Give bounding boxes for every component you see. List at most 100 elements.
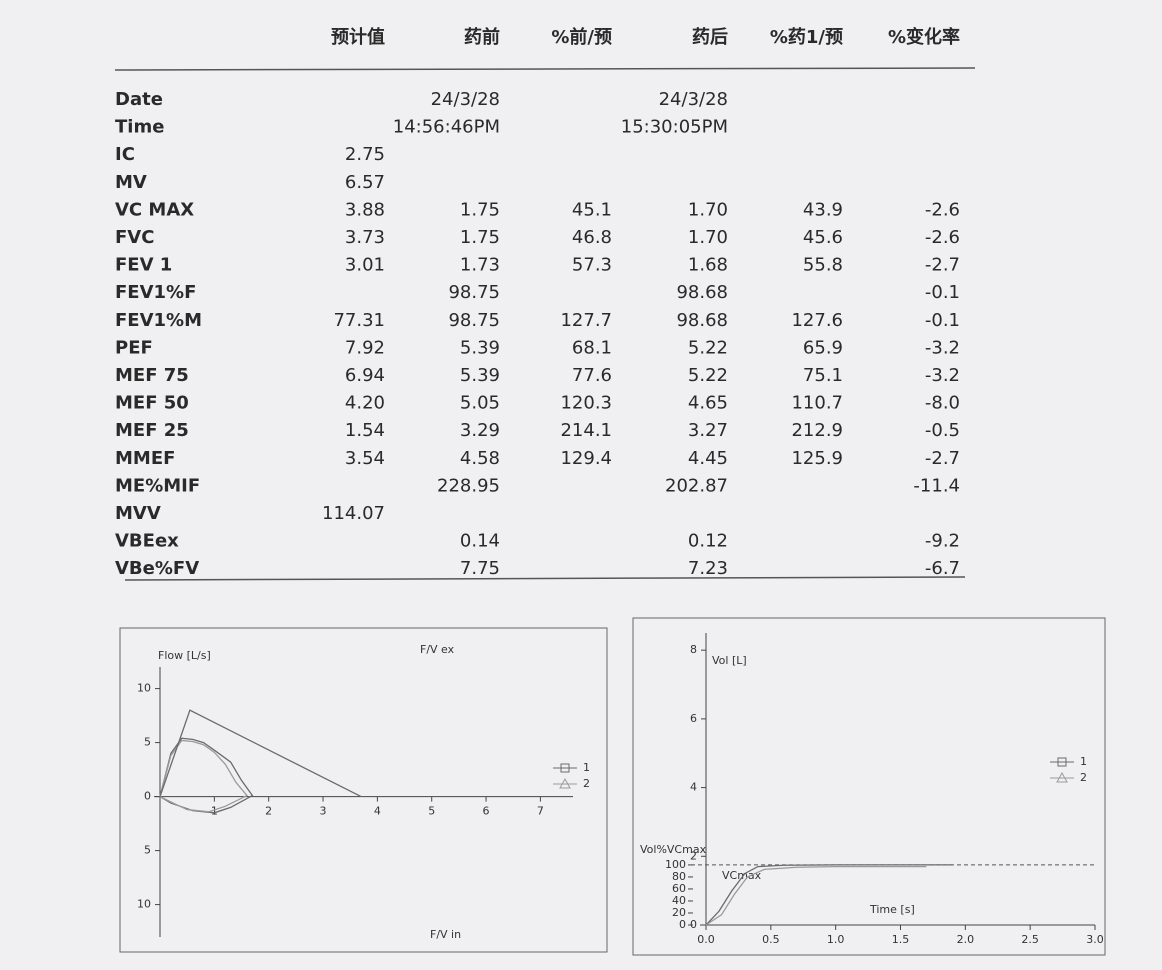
- cell: 24/3/28: [431, 89, 500, 110]
- x-tick-label: 0.0: [697, 933, 715, 946]
- cell: 1.70: [688, 227, 728, 248]
- cell: -11.4: [913, 475, 960, 496]
- axis-label: Time [s]: [869, 903, 915, 916]
- cell: 3.88: [345, 199, 385, 220]
- x-tick-label: 5: [428, 805, 435, 818]
- cell: 1.73: [460, 255, 500, 276]
- row-label: MMEF: [115, 448, 175, 469]
- cell: 120.3: [560, 393, 612, 414]
- series-line: [159, 739, 248, 813]
- cell: 1.75: [460, 199, 500, 220]
- footer-rule: [124, 576, 966, 581]
- row-label: VBe%FV: [115, 558, 199, 579]
- row-label: VC MAX: [115, 199, 194, 220]
- row-label: FEV1%M: [115, 310, 202, 331]
- cell: -0.1: [925, 310, 960, 331]
- cell: 3.73: [345, 227, 385, 248]
- cell: 75.1: [803, 365, 843, 386]
- x-tick-label: 2: [265, 805, 272, 818]
- cell: 98.68: [676, 310, 728, 331]
- cell: 214.1: [560, 420, 612, 441]
- x-tick-label: 0.5: [762, 933, 780, 946]
- annotation: F/V ex: [420, 643, 455, 656]
- cell: 3.29: [460, 420, 500, 441]
- x-tick-label: 4: [374, 805, 381, 818]
- cell: 4.58: [460, 448, 500, 469]
- y-tick-label: 0: [690, 918, 697, 931]
- cell: 4.45: [688, 448, 728, 469]
- cell: 4.65: [688, 393, 728, 414]
- row-label: VBEex: [115, 531, 179, 552]
- y-tick-label: 4: [690, 781, 697, 794]
- cell: 65.9: [803, 337, 843, 358]
- row-label: ME%MIF: [115, 475, 200, 496]
- cell: 1.75: [460, 227, 500, 248]
- cell: 212.9: [791, 420, 843, 441]
- cell: 68.1: [572, 337, 612, 358]
- row-label: PEF: [115, 337, 153, 358]
- axis-label: Flow [L/s]: [158, 649, 211, 662]
- cell: 7.92: [345, 337, 385, 358]
- y-tick-label: 6: [690, 712, 697, 725]
- cell: -2.6: [925, 227, 960, 248]
- cell: 14:56:46PM: [393, 117, 500, 138]
- column-header: %前/预: [551, 26, 612, 48]
- annotation: F/V in: [430, 928, 461, 941]
- cell: -2.7: [925, 255, 960, 276]
- y-tick-label: 10: [137, 682, 151, 695]
- legend-marker: [1056, 771, 1068, 783]
- cell: 98.75: [448, 310, 500, 331]
- cell: 43.9: [803, 199, 843, 220]
- column-header: 药前: [464, 26, 500, 48]
- cell: 125.9: [791, 448, 843, 469]
- cell: 3.01: [345, 255, 385, 276]
- cell: 5.39: [460, 365, 500, 386]
- row-label: Time: [115, 117, 164, 138]
- y-tick-label: 8: [690, 643, 697, 656]
- row-label: MEF 25: [115, 420, 189, 441]
- y-tick-label: 5: [144, 844, 151, 857]
- cell: 114.07: [322, 503, 385, 524]
- cell: 6.57: [345, 172, 385, 193]
- cell: 202.87: [665, 475, 728, 496]
- y2-tick-label: 20: [672, 906, 686, 919]
- table: 预计值 药前 %前/预 药后 %药1/预 %变化率 Date 24/3/28 24/3/28 Ti…: [115, 26, 960, 579]
- cell: 5.22: [688, 365, 728, 386]
- cell: 45.6: [803, 227, 843, 248]
- cell: 5.22: [688, 337, 728, 358]
- chart-frame: [119, 627, 608, 953]
- x-tick-label: 3: [320, 805, 327, 818]
- row-label: MEF 75: [115, 365, 189, 386]
- cell: -9.2: [925, 531, 960, 552]
- cell: 15:30:05PM: [621, 117, 728, 138]
- y-tick-label: 10: [137, 898, 151, 911]
- cell: 55.8: [803, 255, 843, 276]
- cell: -0.5: [925, 420, 960, 441]
- cell: 0.14: [460, 531, 500, 552]
- column-header: %变化率: [888, 26, 960, 48]
- y2-tick-label: 0: [679, 918, 686, 931]
- x-tick-label: 2.0: [957, 933, 975, 946]
- legend-marker: [559, 777, 571, 789]
- row-label: MVV: [115, 503, 161, 524]
- series-line: [159, 709, 362, 798]
- cell: -2.6: [925, 199, 960, 220]
- cell: 77.6: [572, 365, 612, 386]
- cell: -3.2: [925, 365, 960, 386]
- cell: 228.95: [437, 475, 500, 496]
- cell: 98.75: [448, 282, 500, 303]
- cell: 77.31: [333, 310, 385, 331]
- cell: 1.68: [688, 255, 728, 276]
- x-tick-label: 1.5: [892, 933, 910, 946]
- series-line: [705, 864, 953, 926]
- cell: 98.68: [676, 282, 728, 303]
- y2-tick-label: 60: [672, 882, 686, 895]
- cell: 5.39: [460, 337, 500, 358]
- x-tick-label: 1.0: [827, 933, 845, 946]
- legend-label: 1: [583, 761, 590, 774]
- y-tick-label: 5: [144, 736, 151, 749]
- cell: 5.05: [460, 393, 500, 414]
